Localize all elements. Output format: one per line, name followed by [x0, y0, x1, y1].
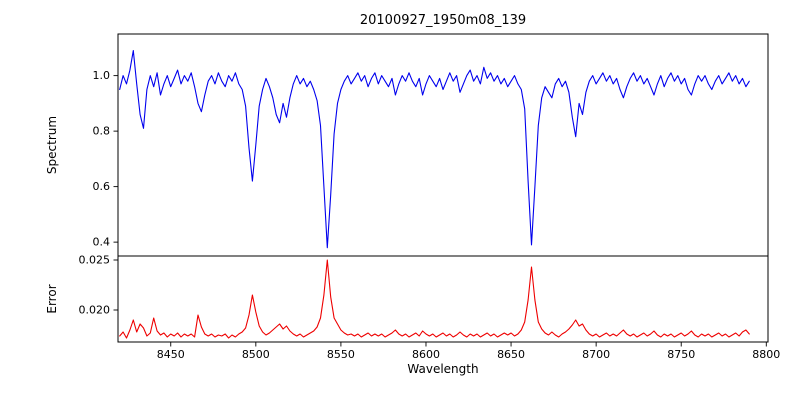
error-y-tick-label: 0.025	[79, 254, 111, 267]
x-tick-label: 8600	[412, 348, 440, 361]
error-panel-border	[117, 255, 769, 343]
spectrum-y-tick-label: 0.4	[93, 236, 111, 249]
spectrum-y-tick-label: 0.8	[93, 125, 111, 138]
x-tick-label: 8650	[497, 348, 525, 361]
spectrum-y-tick-label: 1.0	[93, 69, 111, 82]
chart-title: 20100927_1950m08_139	[359, 13, 527, 28]
x-tick-label: 8550	[327, 348, 355, 361]
spectrum-series-line	[119, 50, 750, 249]
x-tick-label: 8800	[752, 348, 780, 361]
x-tick-label: 8450	[157, 348, 185, 361]
error-y-tick-label: 0.020	[79, 304, 111, 317]
spectrum-panel-border	[117, 33, 769, 257]
x-axis-label: Wavelength	[407, 362, 479, 376]
error-series-line	[119, 259, 750, 339]
spectrum-y-tick-label: 0.6	[93, 180, 111, 193]
x-tick-label: 8500	[242, 348, 270, 361]
x-tick-label: 8750	[667, 348, 695, 361]
x-tick-label: 8700	[582, 348, 610, 361]
